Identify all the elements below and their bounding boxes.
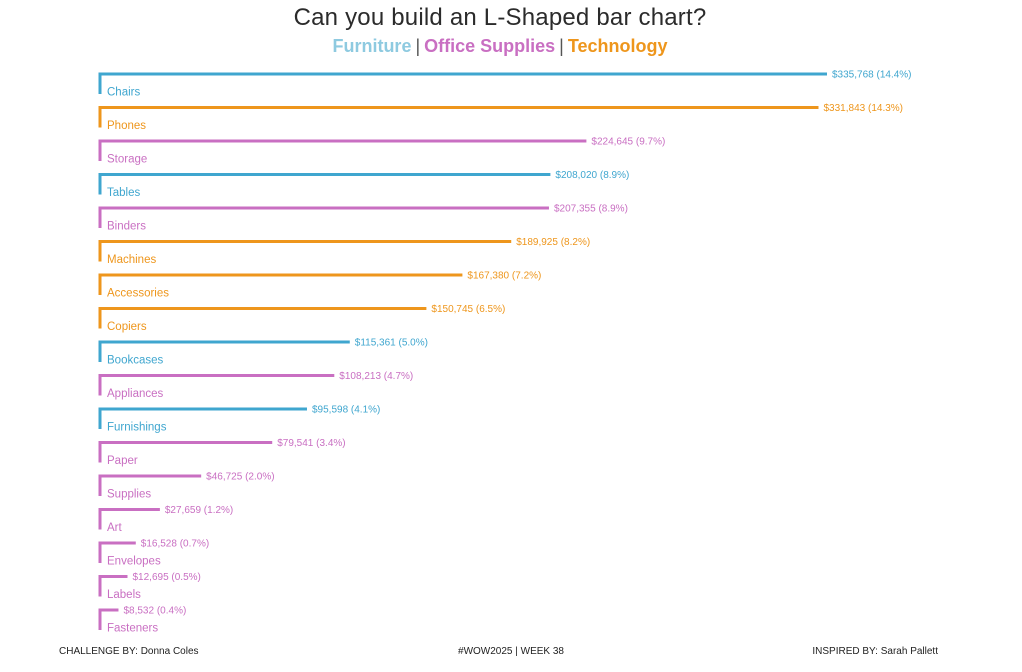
category-label-chairs: Chairs — [107, 87, 140, 99]
bar-supplies — [98, 474, 202, 496]
legend-item-office-supplies: Office Supplies — [424, 36, 556, 56]
category-label-fasteners: Fasteners — [107, 623, 158, 635]
data-label-copiers: $150,745 (6.5%) — [431, 304, 505, 315]
bar-machines — [98, 240, 512, 262]
category-label-tables: Tables — [107, 187, 140, 199]
legend-separator: | — [559, 36, 564, 56]
bar-envelopes — [98, 541, 136, 563]
data-label-bookcases: $115,361 (5.0%) — [355, 338, 428, 349]
bar-group-copiers: $150,745 (6.5%) Copiers — [98, 304, 505, 333]
data-label-phones: $331,843 (14.3%) — [824, 103, 904, 114]
bar-group-envelopes: $16,528 (0.7%) Envelopes — [98, 539, 209, 568]
category-label-furnishings: Furnishings — [107, 422, 167, 434]
data-label-fasteners: $8,532 (0.4%) — [123, 606, 186, 617]
bar-group-bookcases: $115,361 (5.0%) Bookcases — [98, 338, 428, 367]
category-label-bookcases: Bookcases — [107, 355, 164, 367]
bar-group-art: $27,659 (1.2%) Art — [98, 505, 233, 534]
bar-accessories — [98, 273, 463, 295]
bar-copiers — [98, 307, 427, 329]
bar-appliances — [98, 374, 335, 396]
bar-group-appliances: $108,213 (4.7%) Appliances — [98, 371, 413, 400]
footer-challenge-credit: CHALLENGE BY: Donna Coles — [59, 646, 199, 657]
bar-paper — [98, 441, 273, 463]
bar-group-binders: $207,355 (8.9%) Binders — [98, 204, 628, 233]
data-label-chairs: $335,768 (14.4%) — [832, 70, 912, 81]
footer-inspired-credit: INSPIRED BY: Sarah Pallett — [812, 646, 938, 657]
bar-group-tables: $208,020 (8.9%) Tables — [98, 170, 629, 199]
l-shaped-bar-chart: $335,768 (14.4%) Chairs $331,843 (14.3%) Ph… — [98, 70, 912, 635]
data-label-tables: $208,020 (8.9%) — [555, 170, 629, 181]
data-label-appliances: $108,213 (4.7%) — [339, 371, 413, 382]
legend-separator: | — [415, 36, 421, 56]
footer-week-tag: #WOW2025 | WEEK 38 — [458, 646, 564, 657]
bar-group-fasteners: $8,532 (0.4%) Fasteners — [98, 606, 186, 635]
category-label-copiers: Copiers — [107, 321, 147, 333]
bar-group-storage: $224,645 (9.7%) Storage — [98, 137, 665, 166]
data-label-supplies: $46,725 (2.0%) — [206, 472, 274, 483]
data-label-furnishings: $95,598 (4.1%) — [312, 405, 380, 416]
bar-storage — [98, 139, 587, 161]
chart-legend: Furniture | Office Supplies | Technology — [0, 36, 1000, 57]
bar-group-paper: $79,541 (3.4%) Paper — [98, 438, 346, 467]
data-label-envelopes: $16,528 (0.7%) — [141, 539, 209, 550]
bar-phones — [98, 106, 819, 128]
bar-chairs — [98, 72, 827, 94]
data-label-accessories: $167,380 (7.2%) — [467, 271, 541, 282]
bar-group-phones: $331,843 (14.3%) Phones — [98, 103, 904, 132]
data-label-labels: $12,695 (0.5%) — [132, 572, 200, 583]
bar-bookcases — [98, 340, 350, 362]
category-label-paper: Paper — [107, 455, 138, 467]
category-label-machines: Machines — [107, 254, 156, 266]
category-label-supplies: Supplies — [107, 489, 151, 501]
bar-art — [98, 508, 160, 530]
legend-item-furniture: Furniture — [332, 36, 412, 56]
bar-labels — [98, 575, 128, 597]
bar-tables — [98, 173, 551, 195]
data-label-paper: $79,541 (3.4%) — [277, 438, 345, 449]
legend-item-technology: Technology — [567, 36, 668, 56]
bar-group-machines: $189,925 (8.2%) Machines — [98, 237, 590, 266]
category-label-storage: Storage — [107, 154, 147, 166]
bar-binders — [98, 206, 549, 228]
category-label-art: Art — [107, 522, 123, 534]
category-label-phones: Phones — [107, 120, 146, 132]
category-label-labels: Labels — [107, 589, 141, 601]
bar-group-chairs: $335,768 (14.4%) Chairs — [98, 70, 912, 99]
category-label-appliances: Appliances — [107, 388, 164, 400]
data-label-art: $27,659 (1.2%) — [165, 505, 233, 516]
bar-group-accessories: $167,380 (7.2%) Accessories — [98, 271, 541, 300]
data-label-machines: $189,925 (8.2%) — [516, 237, 590, 248]
data-label-binders: $207,355 (8.9%) — [554, 204, 628, 215]
bar-group-supplies: $46,725 (2.0%) Supplies — [98, 472, 275, 501]
bar-group-furnishings: $95,598 (4.1%) Furnishings — [98, 405, 380, 434]
category-label-accessories: Accessories — [107, 288, 169, 300]
category-label-envelopes: Envelopes — [107, 556, 161, 568]
bar-furnishings — [98, 407, 307, 429]
category-label-binders: Binders — [107, 221, 146, 233]
chart-title: Can you build an L-Shaped bar chart? — [293, 4, 707, 31]
bar-fasteners — [98, 608, 119, 630]
data-label-storage: $224,645 (9.7%) — [591, 137, 665, 148]
bar-group-labels: $12,695 (0.5%) Labels — [98, 572, 201, 601]
